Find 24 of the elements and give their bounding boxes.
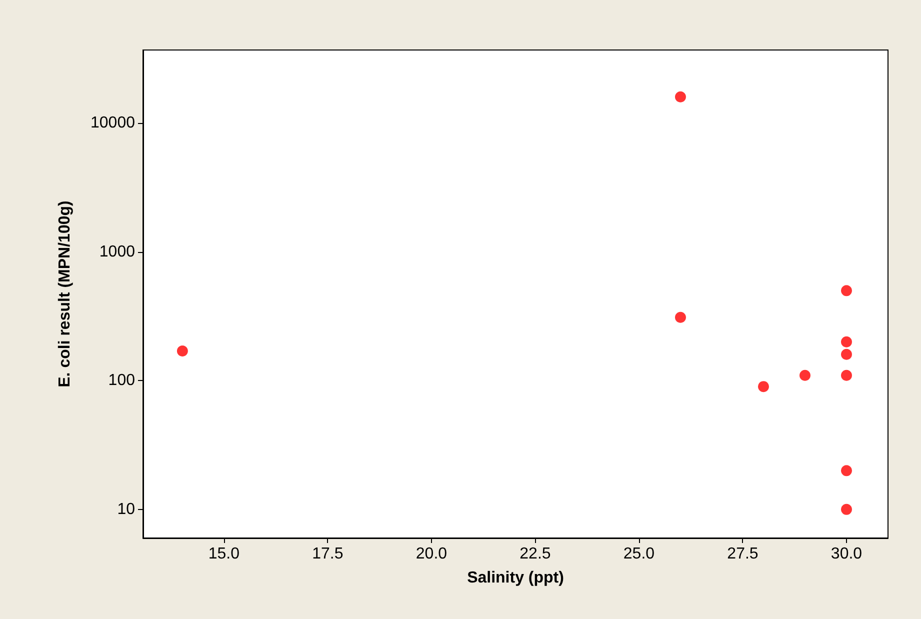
point [841, 504, 852, 515]
x-tick-label: 27.5 [727, 546, 758, 562]
x-axis-title: Salinity (ppt) [467, 570, 564, 586]
y-axis-title: E. coli result (MPN/100g) [56, 200, 74, 388]
point [800, 370, 810, 381]
y-tick-label: 100 [108, 372, 136, 390]
x-tick-label: 20.0 [416, 546, 448, 562]
point [674, 91, 686, 102]
point [176, 346, 188, 356]
point [841, 285, 852, 296]
point [841, 348, 852, 360]
x-tick-label: 17.5 [312, 546, 344, 562]
point [674, 312, 686, 323]
point [758, 381, 769, 392]
point [841, 465, 852, 476]
y-tick-label: 10000 [90, 114, 136, 132]
x-tick-label: 25.0 [623, 546, 655, 562]
x-tick-label: 30.0 [830, 546, 862, 562]
y-tick-label: 10 [117, 500, 136, 518]
x-tick-label: 15.0 [208, 546, 240, 562]
point [841, 336, 852, 348]
x-tick-label: 22.5 [520, 546, 551, 562]
y-tick-label: 1000 [99, 243, 136, 260]
point [841, 370, 852, 381]
